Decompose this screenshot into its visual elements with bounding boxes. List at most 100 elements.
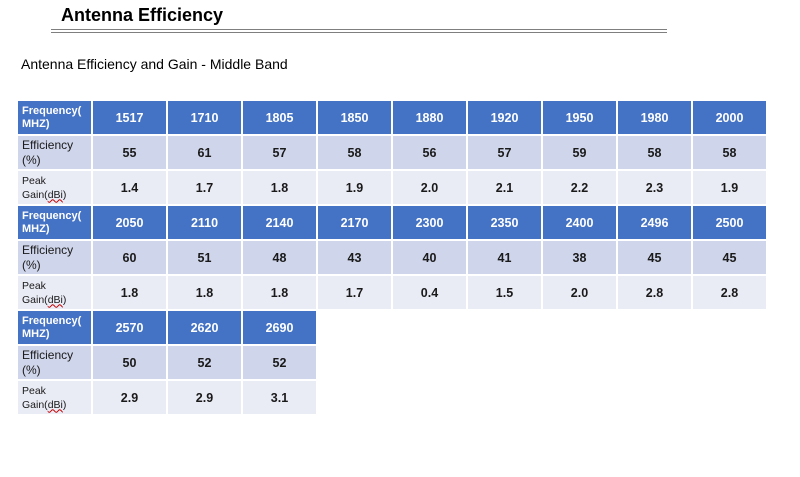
gain-value-cell: 2.3	[618, 171, 691, 204]
gain-value-cell: 0.4	[393, 276, 466, 309]
gain-value-cell: 2.8	[693, 276, 766, 309]
freq-value-cell: 2620	[168, 311, 241, 344]
gain-row: Peak Gain(dBi) 1.8 1.8 1.8 1.7 0.4 1.5 2.0 2.8 2.8	[18, 276, 766, 309]
freq-value-cell: 1850	[318, 101, 391, 134]
efficiency-unit: (%)	[22, 362, 41, 377]
empty-cell	[693, 381, 766, 414]
empty-cell	[618, 311, 691, 344]
efficiency-unit: (%)	[22, 152, 41, 167]
eff-value-cell: 61	[168, 136, 241, 169]
gain-value-cell: 3.1	[243, 381, 316, 414]
frequency-row-header: Frequency(MHZ)	[18, 206, 91, 239]
freq-value-cell: 2496	[618, 206, 691, 239]
empty-cell	[618, 346, 691, 379]
empty-cell	[468, 346, 541, 379]
eff-value-cell: 43	[318, 241, 391, 274]
freq-value-cell: 2350	[468, 206, 541, 239]
empty-cell	[318, 346, 391, 379]
page-title: Antenna Efficiency	[61, 5, 224, 25]
efficiency-row: Efficiency (%) 50 52 52	[18, 346, 766, 379]
title-underline	[51, 29, 667, 30]
empty-cell	[468, 311, 541, 344]
eff-value-cell: 52	[243, 346, 316, 379]
eff-value-cell: 56	[393, 136, 466, 169]
freq-value-cell: 1517	[93, 101, 166, 134]
efficiency-table: Frequency(MHZ) 1517 1710 1805 1850 1880 1920 19…	[16, 99, 768, 416]
gain-suffix: )	[62, 293, 67, 306]
empty-cell	[393, 311, 466, 344]
freq-value-cell: 1710	[168, 101, 241, 134]
eff-value-cell: 51	[168, 241, 241, 274]
gain-label: Peak	[22, 384, 46, 397]
frequency-unit: MHZ)	[22, 117, 50, 130]
freq-value-cell: 2170	[318, 206, 391, 239]
freq-value-cell: 1980	[618, 101, 691, 134]
empty-cell	[543, 311, 616, 344]
gain-label: Peak	[22, 279, 46, 292]
empty-cell	[693, 311, 766, 344]
gain-row: Peak Gain(dBi) 1.4 1.7 1.8 1.9 2.0 2.1 2.2 2.3 1.9	[18, 171, 766, 204]
gain-value-cell: 1.8	[243, 171, 316, 204]
freq-value-cell: 2400	[543, 206, 616, 239]
eff-value-cell: 57	[243, 136, 316, 169]
freq-value-cell: 2050	[93, 206, 166, 239]
freq-value-cell: 2570	[93, 311, 166, 344]
gain-value-cell: 2.9	[168, 381, 241, 414]
gain-prefix: Gain(	[22, 398, 48, 411]
gain-label: Peak	[22, 174, 46, 187]
freq-value-cell: 2000	[693, 101, 766, 134]
eff-value-cell: 40	[393, 241, 466, 274]
frequency-label: Frequency(	[22, 209, 82, 222]
efficiency-unit: (%)	[22, 257, 41, 272]
frequency-row-header: Frequency(MHZ)	[18, 101, 91, 134]
frequency-unit: MHZ)	[22, 222, 50, 235]
eff-value-cell: 60	[93, 241, 166, 274]
gain-value-cell: 1.9	[693, 171, 766, 204]
frequency-row: Frequency(MHZ) 2570 2620 2690	[18, 311, 766, 344]
eff-value-cell: 58	[693, 136, 766, 169]
eff-value-cell: 59	[543, 136, 616, 169]
gain-value-cell: 2.0	[393, 171, 466, 204]
efficiency-row-header: Efficiency (%)	[18, 136, 91, 169]
freq-value-cell: 1920	[468, 101, 541, 134]
gain-value-cell: 2.0	[543, 276, 616, 309]
gain-value-cell: 1.9	[318, 171, 391, 204]
empty-cell	[393, 346, 466, 379]
gain-value-cell: 2.9	[93, 381, 166, 414]
title-underline-2	[51, 32, 667, 33]
gain-row-header: Peak Gain(dBi)	[18, 381, 91, 414]
empty-cell	[468, 381, 541, 414]
empty-cell	[318, 311, 391, 344]
efficiency-label: Efficiency	[22, 347, 74, 362]
efficiency-label: Efficiency	[22, 242, 74, 257]
freq-value-cell: 2110	[168, 206, 241, 239]
eff-value-cell: 58	[618, 136, 691, 169]
gain-unit: dBi	[47, 398, 63, 411]
freq-value-cell: 1805	[243, 101, 316, 134]
frequency-row: Frequency(MHZ) 2050 2110 2140 2170 2300 2350 24…	[18, 206, 766, 239]
frequency-row: Frequency(MHZ) 1517 1710 1805 1850 1880 1920 19…	[18, 101, 766, 134]
gain-prefix: Gain(	[22, 293, 48, 306]
eff-value-cell: 41	[468, 241, 541, 274]
gain-value-cell: 1.7	[318, 276, 391, 309]
efficiency-row-header: Efficiency (%)	[18, 241, 91, 274]
gain-value-cell: 1.5	[468, 276, 541, 309]
gain-row: Peak Gain(dBi) 2.9 2.9 3.1	[18, 381, 766, 414]
eff-value-cell: 50	[93, 346, 166, 379]
gain-value-cell: 1.7	[168, 171, 241, 204]
freq-value-cell: 1950	[543, 101, 616, 134]
gain-value-cell: 1.8	[243, 276, 316, 309]
freq-value-cell: 2300	[393, 206, 466, 239]
frequency-unit: MHZ)	[22, 327, 50, 340]
eff-value-cell: 55	[93, 136, 166, 169]
empty-cell	[543, 381, 616, 414]
gain-value-cell: 1.8	[168, 276, 241, 309]
efficiency-row: Efficiency (%) 55 61 57 58 56 57 59 58 58	[18, 136, 766, 169]
gain-row-header: Peak Gain(dBi)	[18, 276, 91, 309]
eff-value-cell: 48	[243, 241, 316, 274]
gain-suffix: )	[62, 398, 67, 411]
gain-suffix: )	[62, 188, 67, 201]
empty-cell	[393, 381, 466, 414]
empty-cell	[543, 346, 616, 379]
gain-prefix: Gain(	[22, 188, 48, 201]
